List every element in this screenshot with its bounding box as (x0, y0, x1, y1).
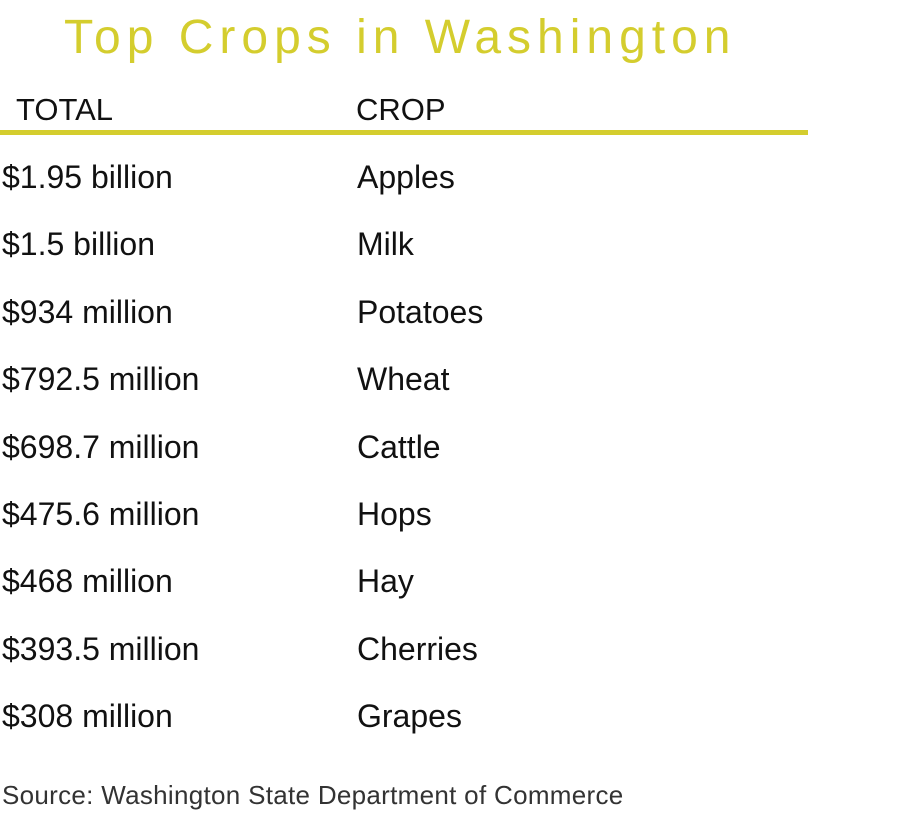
table-body: $1.95 billion Apples $1.5 billion Milk $934 … (0, 143, 808, 750)
table-row: $475.6 million Hops (0, 480, 808, 547)
crop-cell: Wheat (357, 361, 450, 398)
total-cell: $792.5 million (2, 361, 200, 398)
crop-cell: Hops (357, 495, 432, 532)
total-cell: $393.5 million (2, 630, 200, 667)
table-row: $934 million Potatoes (0, 278, 808, 345)
table-row: $698.7 million Cattle (0, 413, 808, 480)
table-row: $792.5 million Wheat (0, 345, 808, 412)
crop-cell: Cherries (357, 630, 478, 667)
total-cell: $934 million (2, 293, 173, 330)
crop-cell: Grapes (357, 698, 462, 735)
total-cell: $468 million (2, 563, 173, 600)
total-cell: $1.95 billion (2, 159, 173, 195)
source-note: Source: Washington State Department of C… (2, 780, 624, 810)
total-cell: $308 million (2, 698, 173, 735)
header-divider (0, 130, 808, 135)
chart-title: Top Crops in Washington (64, 11, 737, 64)
total-cell: $698.7 million (2, 428, 200, 465)
crop-cell: Milk (357, 226, 414, 263)
crop-cell: Potatoes (357, 293, 484, 330)
crop-cell: Apples (357, 159, 455, 195)
table-row: $393.5 million Cherries (0, 615, 808, 682)
table-row: $1.5 billion Milk (0, 210, 808, 277)
table-row: $1.95 billion Apples (0, 143, 808, 210)
table-row: $308 million Grapes (0, 682, 808, 749)
column-header-crop: CROP (356, 92, 446, 127)
column-header-total: TOTAL (16, 92, 114, 127)
total-cell: $475.6 million (2, 495, 200, 532)
table-row: $468 million Hay (0, 547, 808, 614)
crop-cell: Hay (357, 563, 414, 600)
total-cell: $1.5 billion (2, 226, 155, 263)
crop-cell: Cattle (357, 428, 441, 465)
